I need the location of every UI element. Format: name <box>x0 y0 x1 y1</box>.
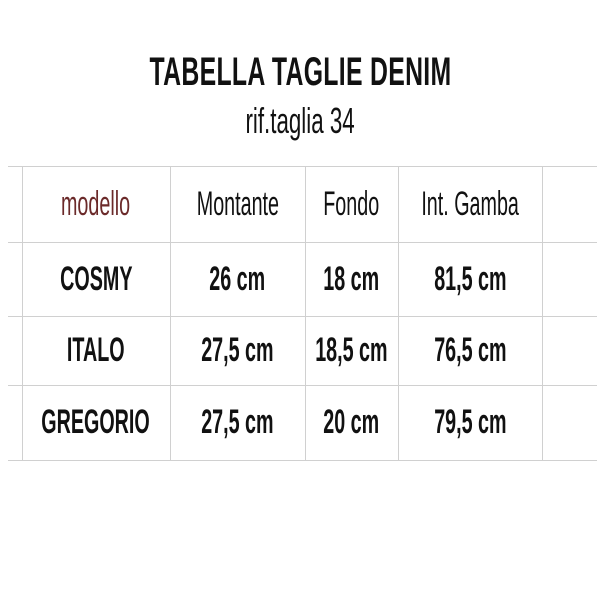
grid-line <box>305 166 306 460</box>
grid-line <box>170 166 171 460</box>
table-cell-montante: 26 cm <box>209 259 266 298</box>
grid-line <box>8 385 597 386</box>
grid-line <box>8 460 597 461</box>
page-subtitle: rif.taglia 34 <box>245 100 355 141</box>
table-cell-int-gamba: 79,5 cm <box>433 403 507 441</box>
column-header-int-gamba: Int. Gamba <box>421 184 519 223</box>
grid-line <box>22 166 23 460</box>
table-cell-int-gamba: 76,5 cm <box>433 331 507 369</box>
grid-line <box>8 166 597 167</box>
column-header-montante: Montante <box>196 184 279 223</box>
table-cell-fondo: 18 cm <box>323 259 380 298</box>
table-cell-model: ITALO <box>67 331 125 369</box>
table-cell-model: COSMY <box>59 259 133 298</box>
column-header-fondo: Fondo <box>323 184 380 223</box>
table-cell-fondo: 18,5 cm <box>315 331 388 369</box>
grid-line <box>8 242 597 243</box>
grid-line <box>542 166 543 460</box>
page-title: TABELLA TAGLIE DENIM <box>149 50 451 94</box>
table-cell-montante: 27,5 cm <box>201 331 274 369</box>
table-cell-model: GREGORIO <box>41 403 151 441</box>
table-cell-montante: 27,5 cm <box>201 403 274 441</box>
table-cell-fondo: 20 cm <box>323 403 380 441</box>
grid-line <box>398 166 399 460</box>
column-header-model: modello <box>61 184 131 223</box>
table-cell-int-gamba: 81,5 cm <box>433 259 507 298</box>
grid-line <box>8 316 597 317</box>
